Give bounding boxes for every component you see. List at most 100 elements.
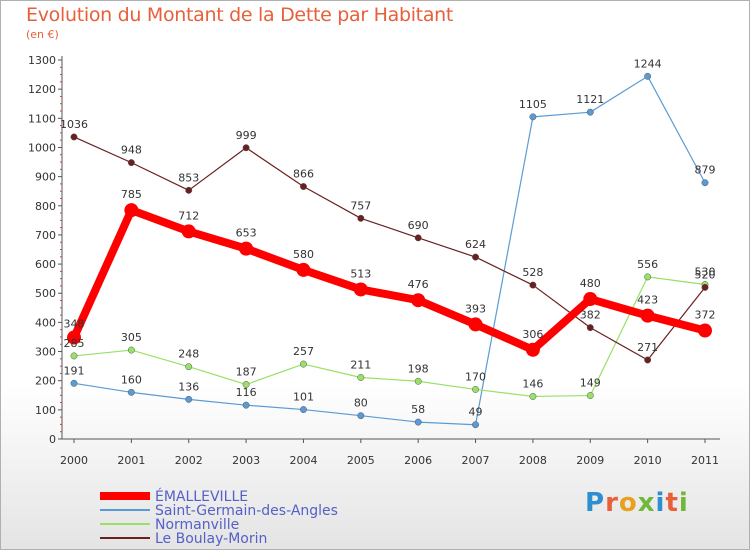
x-tick-label: 2009 — [576, 454, 604, 467]
data-label: 257 — [293, 345, 314, 358]
y-tick-label: 900 — [35, 171, 56, 184]
data-label: 160 — [121, 373, 142, 386]
logo-letter: P — [585, 488, 606, 518]
logo-letter: t — [665, 488, 679, 518]
data-label: 528 — [522, 266, 543, 279]
x-tick-label: 2003 — [232, 454, 260, 467]
data-point — [472, 421, 479, 429]
data-label: 170 — [465, 370, 486, 383]
data-point — [242, 401, 250, 409]
data-point — [701, 283, 709, 291]
data-label: 198 — [408, 362, 429, 375]
series-line-4 — [73, 136, 706, 361]
logo-letter: i — [655, 488, 666, 518]
series-line-1 — [70, 206, 707, 354]
y-tick-label: 1000 — [28, 141, 56, 154]
data-point — [644, 273, 652, 281]
data-label: 1121 — [576, 93, 604, 106]
legend-label: ÉMALLEVILLE — [155, 488, 248, 505]
data-label: 80 — [354, 397, 368, 410]
data-label: 348 — [64, 318, 85, 331]
data-label: 146 — [522, 377, 543, 390]
x-tick-label: 2000 — [60, 454, 88, 467]
data-point — [239, 241, 254, 256]
data-label: 580 — [293, 248, 314, 261]
data-label: 423 — [637, 294, 658, 307]
series-line-3 — [73, 276, 706, 398]
y-tick-label: 1100 — [28, 112, 56, 125]
x-tick-label: 2006 — [404, 454, 432, 467]
data-label: 271 — [637, 341, 658, 354]
y-tick-label: 500 — [35, 287, 56, 300]
y-tick-label: 300 — [35, 346, 56, 359]
data-label: 879 — [695, 164, 716, 177]
data-label: 136 — [178, 380, 199, 393]
data-point — [70, 133, 78, 141]
data-label: 653 — [236, 227, 257, 240]
data-point — [529, 113, 537, 121]
data-point — [644, 72, 652, 80]
data-point — [357, 214, 365, 222]
x-tick-label: 2004 — [289, 454, 317, 467]
data-label: 306 — [522, 328, 543, 341]
data-label: 556 — [637, 258, 658, 271]
y-tick-label: 100 — [35, 404, 56, 417]
x-tick-label: 2001 — [117, 454, 145, 467]
data-point — [124, 203, 139, 218]
data-label: 149 — [580, 377, 601, 390]
data-label: 101 — [293, 391, 314, 404]
data-label: 372 — [695, 309, 716, 322]
data-label: 948 — [121, 144, 142, 157]
data-point — [185, 395, 193, 403]
data-point — [353, 282, 368, 297]
data-label: 1105 — [519, 98, 547, 111]
data-point — [67, 330, 81, 345]
y-tick-label: 0 — [49, 433, 56, 446]
proxiti-logo: Proxiti — [585, 488, 689, 518]
chart-title: Evolution du Montant de la Dette par Hab… — [26, 4, 454, 26]
data-label: 480 — [580, 277, 601, 290]
data-point — [640, 308, 655, 323]
data-point — [586, 324, 594, 332]
y-tick-label: 400 — [35, 316, 56, 329]
logo-letter: r — [605, 488, 619, 518]
data-point — [411, 293, 426, 308]
data-label: 211 — [350, 358, 371, 371]
data-label: 712 — [178, 209, 199, 222]
data-point — [181, 224, 196, 239]
data-label: 999 — [236, 129, 257, 142]
data-point — [300, 406, 307, 414]
data-point — [701, 179, 709, 187]
data-label: 520 — [695, 268, 716, 281]
chart-subtitle: (en €) — [26, 28, 59, 41]
logo-letter: x — [637, 488, 656, 518]
data-label: 1244 — [634, 57, 662, 70]
data-point — [525, 342, 540, 357]
data-label: 690 — [408, 219, 429, 232]
data-point — [472, 253, 479, 261]
data-point — [583, 292, 598, 307]
data-point — [242, 381, 250, 388]
data-label: 853 — [178, 171, 199, 184]
data-point — [357, 412, 365, 420]
data-point — [127, 159, 135, 167]
data-label: 49 — [469, 406, 483, 419]
y-tick-label: 1200 — [28, 83, 56, 96]
data-label: 285 — [64, 337, 85, 350]
y-tick-label: 700 — [35, 229, 56, 242]
legend-label: Normanville — [155, 517, 239, 533]
data-label: 476 — [408, 278, 429, 291]
data-label: 305 — [121, 331, 142, 344]
legend-label: Saint-Germain-des-Angles — [155, 503, 338, 519]
data-point — [414, 377, 422, 385]
data-point — [70, 352, 78, 360]
x-tick-label: 2002 — [175, 454, 203, 467]
data-label: 393 — [465, 302, 486, 315]
series-line-2 — [73, 75, 706, 426]
data-point — [357, 374, 365, 381]
data-point — [185, 363, 193, 371]
data-point — [586, 108, 594, 116]
data-label: 382 — [580, 309, 601, 322]
data-point — [529, 392, 537, 400]
data-point — [644, 356, 652, 364]
